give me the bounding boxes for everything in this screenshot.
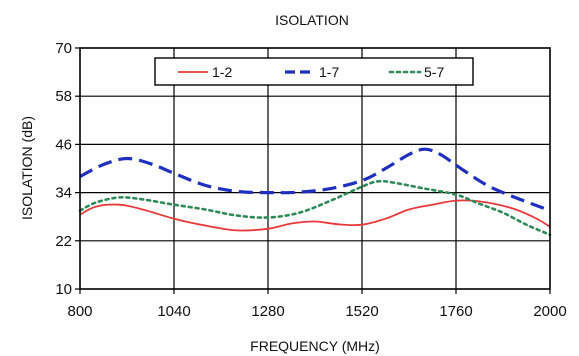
legend-label-5-7: 5-7 — [424, 64, 444, 80]
y-tick-label: 22 — [55, 233, 72, 250]
x-tick-label: 1520 — [345, 303, 378, 320]
series-line-5-7 — [78, 179, 552, 237]
x-tick-label: 1280 — [251, 303, 284, 320]
legend-label-1-7: 1-7 — [319, 64, 339, 80]
series-line-1-2 — [79, 199, 551, 232]
y-tick-label: 34 — [55, 185, 72, 202]
y-tick-label: 58 — [55, 88, 72, 105]
x-tick-label: 2000 — [533, 303, 566, 320]
x-tick-label: 1760 — [439, 303, 472, 320]
x-axis-label: FREQUENCY (MHz) — [250, 338, 380, 354]
y-tick-label: 70 — [55, 40, 72, 57]
legend-label-1-2: 1-2 — [212, 64, 232, 80]
y-tick-label: 10 — [55, 281, 72, 298]
series-line-1-7 — [79, 147, 551, 213]
y-tick-label: 46 — [55, 136, 72, 153]
x-tick-label: 800 — [67, 303, 92, 320]
plot-frame — [79, 47, 551, 290]
grid — [80, 48, 550, 289]
plot-series — [78, 147, 552, 237]
tick-labels: 800 1040 1280 1520 1760 2000 10 22 34 46 58 70 — [55, 40, 566, 320]
y-axis-label: ISOLATION (dB) — [19, 116, 35, 220]
x-tick-label: 1040 — [157, 303, 190, 320]
chart-title: ISOLATION — [275, 12, 349, 28]
legend: 1-2 1-7 5-7 — [154, 57, 474, 86]
